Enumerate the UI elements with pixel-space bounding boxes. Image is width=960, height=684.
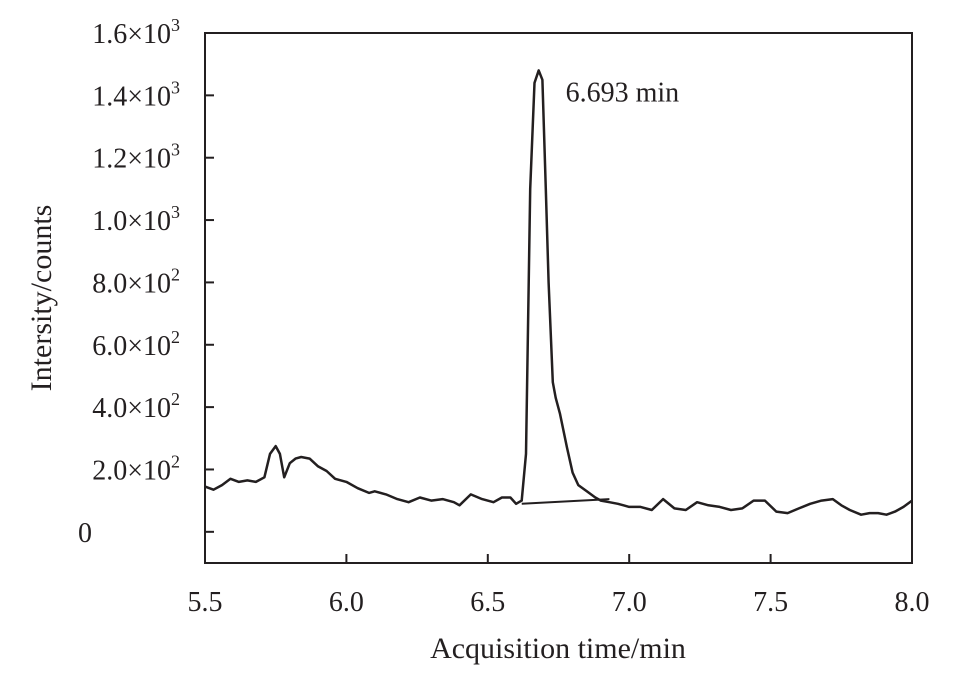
y-tick-label: 4.0×102: [92, 389, 180, 424]
y-tick-label: 0: [78, 518, 92, 549]
chromatogram-line: [204, 69, 913, 516]
x-axis-title: Acquisition time/min: [430, 632, 686, 665]
peak-annotation: 6.693 min: [566, 78, 680, 109]
y-tick-label: 8.0×102: [92, 264, 180, 299]
x-tick-label: 7.0: [612, 587, 647, 618]
y-tick-label: 1.2×103: [92, 140, 180, 175]
y-tick-label: 2.0×102: [92, 451, 180, 486]
x-tick-label: 8.0: [895, 587, 930, 618]
y-tick-label: 6.0×102: [92, 327, 180, 362]
y-axis-title: Intersity/counts: [25, 205, 58, 392]
x-tick-label: 7.5: [753, 587, 788, 618]
x-tick-label: 6.0: [329, 587, 364, 618]
plot-frame: [204, 32, 913, 564]
y-tick-label: 1.0×103: [92, 202, 180, 237]
x-axis-ticks: 5.5 6.0 6.5 7.0 7.5 8.0: [188, 554, 930, 618]
y-axis-ticks: 0 2.0×102 4.0×102 6.0×102 8.0×102 1.0×103 1.2×…: [78, 15, 214, 549]
y-tick-label: 1.6×103: [92, 15, 180, 50]
y-tick-label: 1.4×103: [92, 77, 180, 112]
peak-baseline: [521, 498, 610, 505]
x-tick-label: 6.5: [470, 587, 505, 618]
x-tick-label: 5.5: [188, 587, 223, 618]
